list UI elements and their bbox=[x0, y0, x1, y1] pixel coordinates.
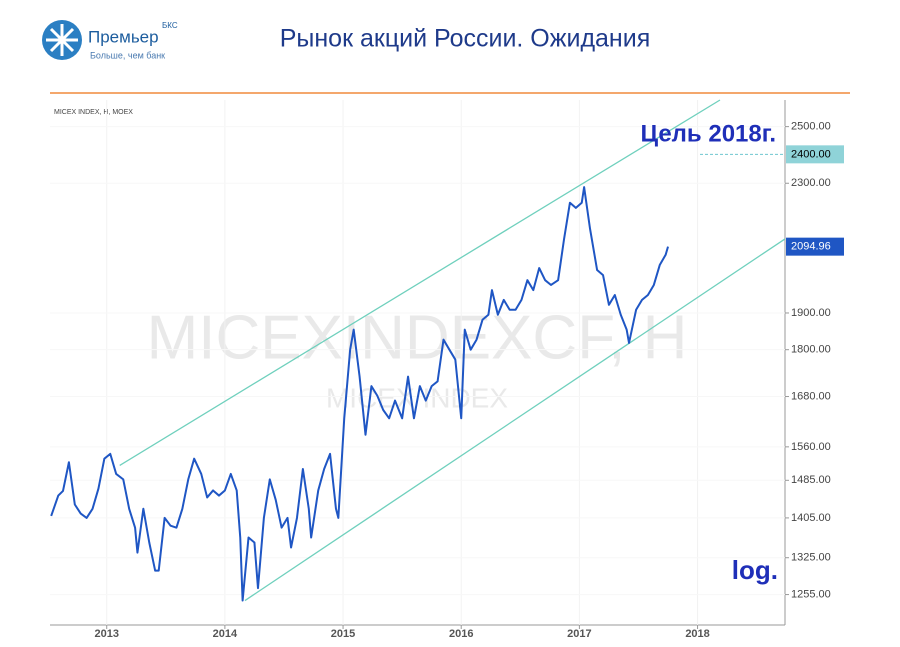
chart-source: MICEX INDEX, H, MOEX bbox=[54, 109, 133, 116]
channel-line bbox=[244, 238, 786, 602]
y-tick-label: 1485.00 bbox=[791, 474, 831, 486]
current-value-label: 2094.96 bbox=[791, 241, 831, 253]
logo: Премьер БКС Больше, чем банк bbox=[42, 20, 178, 60]
y-tick-label: 1900.00 bbox=[791, 307, 831, 319]
x-tick-label: 2014 bbox=[213, 628, 238, 640]
scale-note: log. bbox=[732, 555, 778, 585]
y-tick-label: 2500.00 bbox=[791, 121, 831, 133]
x-tick-label: 2018 bbox=[685, 628, 709, 640]
x-tick-label: 2016 bbox=[449, 628, 473, 640]
target-value-label: 2400.00 bbox=[791, 148, 831, 160]
x-tick-label: 2017 bbox=[567, 628, 591, 640]
y-tick-label: 1405.00 bbox=[791, 512, 831, 524]
y-tick-label: 1325.00 bbox=[791, 552, 831, 564]
y-tick-label: 1560.00 bbox=[791, 441, 831, 453]
y-tick-label: 1255.00 bbox=[791, 588, 831, 600]
logo-badge: БКС bbox=[162, 21, 178, 30]
slide-title: Рынок акций России. Ожидания bbox=[280, 25, 651, 53]
y-tick-label: 2300.00 bbox=[791, 177, 831, 189]
price-line bbox=[50, 186, 669, 602]
channel-line bbox=[119, 99, 721, 466]
x-tick-label: 2015 bbox=[331, 628, 355, 640]
target-label: Цель 2018г. bbox=[641, 121, 777, 148]
y-tick-label: 1680.00 bbox=[791, 390, 831, 402]
logo-slogan: Больше, чем банк bbox=[90, 50, 165, 60]
logo-star bbox=[46, 24, 78, 56]
x-tick-label: 2013 bbox=[94, 628, 118, 640]
watermark: MICEXINDEXCF, H bbox=[147, 303, 688, 372]
logo-name: Премьер bbox=[88, 27, 159, 46]
target-badge bbox=[786, 145, 844, 164]
y-tick-label: 1800.00 bbox=[791, 344, 831, 356]
current-badge bbox=[786, 237, 844, 256]
